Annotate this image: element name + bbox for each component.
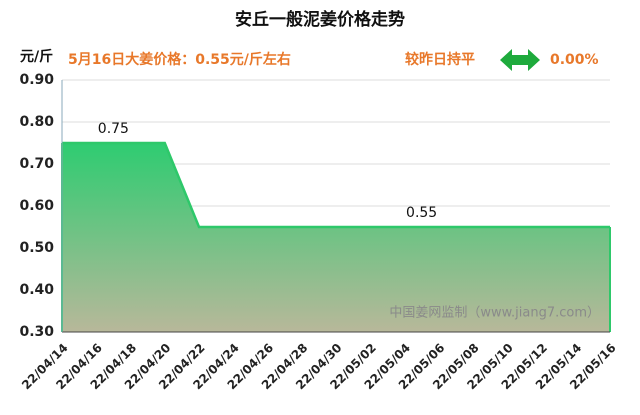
y-axis-label: 元/斤 [20,48,53,65]
subtitle: 5月16日大姜价格：0.55元/斤左右 [68,51,291,68]
watermark: 中国姜网监制（www.jiang7.com） [389,306,600,321]
area-fill [62,143,610,332]
arrow-icon [500,49,540,71]
y-tick-label: 0.80 [19,114,54,130]
y-tick-label: 0.40 [19,282,54,298]
data-label: 0.55 [406,205,437,221]
y-tick-label: 0.50 [19,240,54,256]
change-value: 0.00% [550,52,599,68]
y-tick-label: 0.30 [19,324,54,340]
y-tick-label: 0.60 [19,198,54,214]
data-label: 0.75 [98,121,129,137]
change-text: 较昨日持平 [405,51,475,68]
y-tick-label: 0.70 [19,156,54,172]
y-tick-label: 0.90 [19,72,54,88]
chart-title: 安丘一般泥姜价格走势 [235,9,405,30]
area-line [62,141,610,229]
